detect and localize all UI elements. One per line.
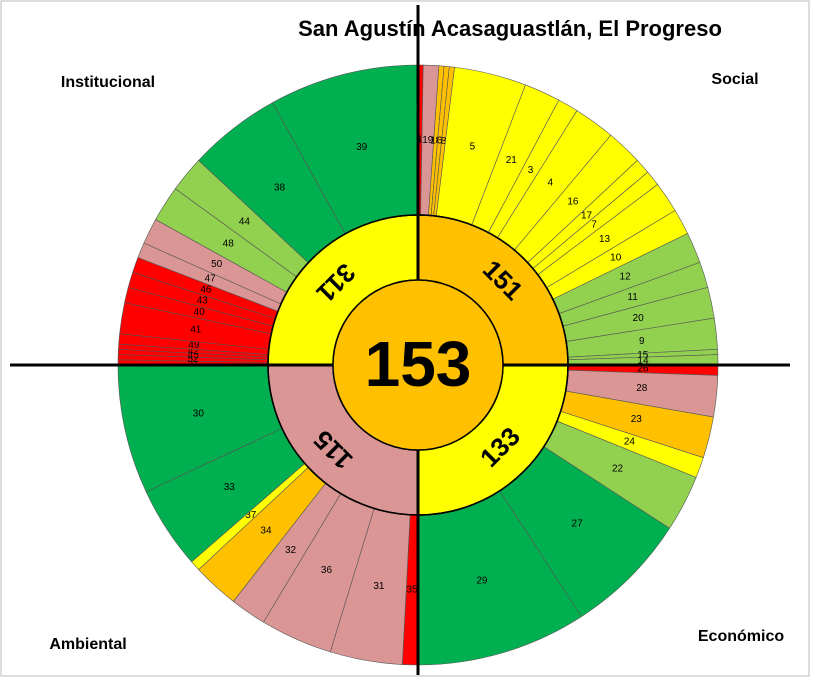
segment-label: 18 (430, 135, 442, 146)
segment-label: 38 (274, 182, 286, 193)
segment-label: 27 (572, 519, 584, 530)
segment-label: 26 (637, 364, 649, 375)
segment-label: 40 (194, 307, 206, 318)
segment-label: 33 (224, 482, 236, 493)
segment-label: 21 (506, 155, 518, 166)
segment-label: 11 (627, 292, 638, 303)
segment-label: 19 (422, 135, 434, 146)
segment-label: 52 (188, 354, 200, 365)
segment-label: 24 (624, 437, 636, 448)
segment-label: 15 (637, 350, 649, 361)
group-name: Institucional (61, 74, 155, 91)
segment-label: 49 (188, 340, 200, 351)
segment-label: 39 (356, 142, 368, 153)
segment-label: 45 (188, 350, 200, 361)
segment-label: 12 (620, 272, 632, 283)
segment-label: 1 (417, 135, 423, 146)
center-circle (332, 279, 504, 451)
chart-title: San Agustín Acasaguastlán, El Progreso (298, 16, 722, 41)
segment-label: 17 (581, 211, 593, 222)
segment-label: 23 (631, 414, 643, 425)
segment-label: 6 (437, 136, 443, 147)
segment-label: 13 (599, 234, 611, 245)
group-name: Social (711, 71, 758, 88)
center-value: 153 (365, 328, 472, 400)
segment-label: 8 (441, 136, 447, 147)
segment-label: 9 (639, 336, 645, 347)
segment-label: 16 (567, 196, 579, 207)
segment-label: 43 (197, 296, 209, 307)
segment-label: 31 (373, 581, 385, 592)
segment-label: 28 (636, 383, 648, 394)
segment-label: 22 (612, 464, 624, 475)
segment-label: 14 (637, 356, 649, 367)
segment-label: 42 (188, 346, 200, 357)
group-name: Económico (698, 628, 784, 645)
segment-label: 34 (260, 526, 272, 537)
segment-label: 30 (193, 408, 205, 419)
segment-label: 41 (190, 324, 202, 335)
segment-label: 47 (205, 274, 217, 285)
segment-label: 48 (223, 239, 235, 250)
segment-label: 37 (245, 510, 257, 521)
segment-label: 29 (476, 575, 488, 586)
segment-label: 4 (547, 178, 553, 189)
segment-label: 35 (407, 585, 419, 596)
segment-label: 46 (200, 285, 212, 296)
group-name: Ambiental (49, 636, 126, 653)
segment-label: 7 (591, 220, 597, 231)
segment-label: 5 (470, 141, 476, 152)
segment-label: 10 (610, 252, 622, 263)
segment-label: 51 (187, 358, 199, 369)
segment-label: 50 (211, 259, 223, 270)
segment-label: 44 (239, 217, 251, 228)
segment-label: 36 (321, 565, 333, 576)
segment-label: 3 (528, 165, 534, 176)
segment-label: 20 (633, 313, 645, 324)
segment-label: 32 (285, 545, 297, 556)
